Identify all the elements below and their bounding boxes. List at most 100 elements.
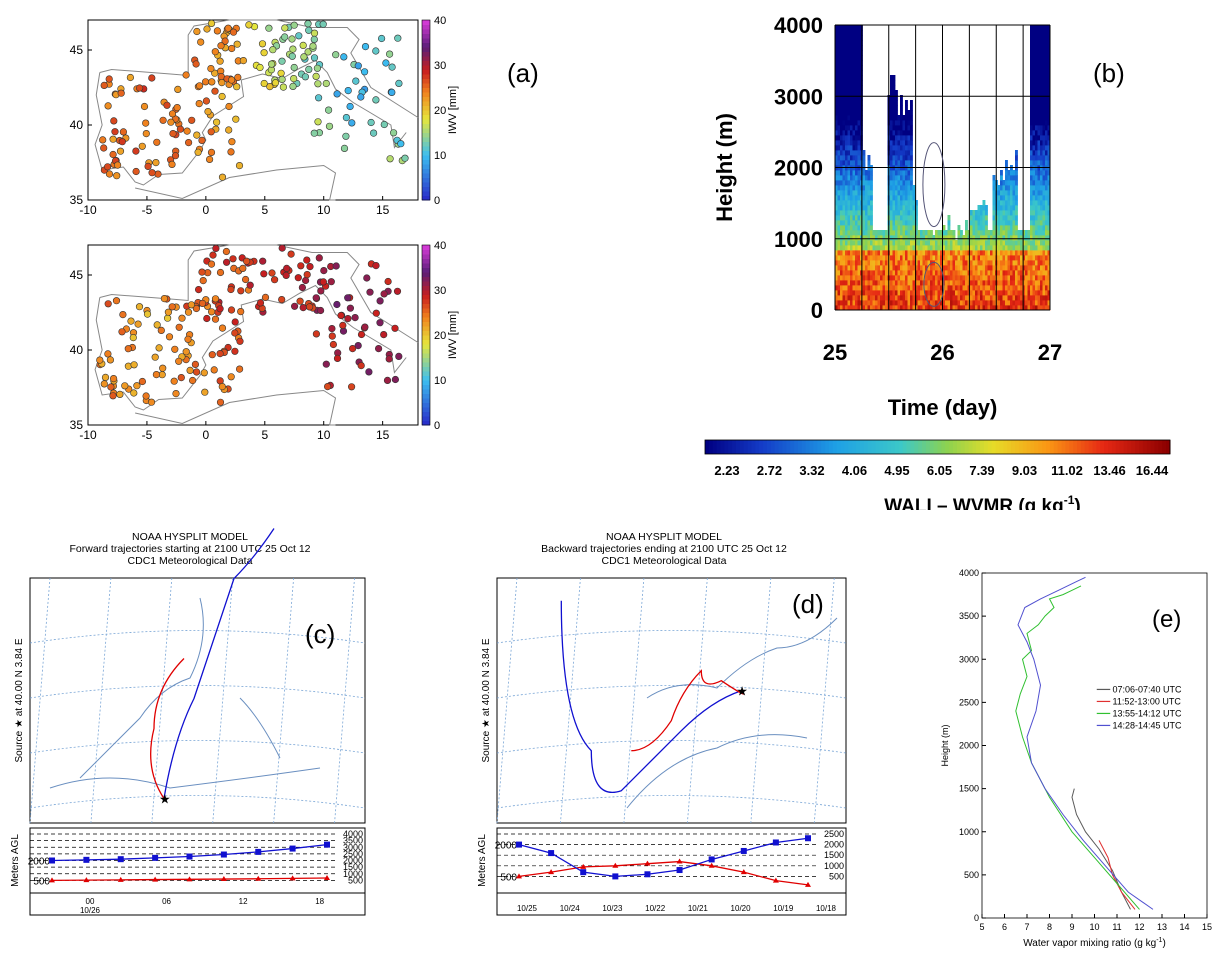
colorbar-cell [422, 150, 430, 156]
heatmap-cell [1025, 240, 1028, 246]
colorbar-cell [422, 78, 430, 84]
heatmap-cell [902, 135, 906, 141]
heatmap-cell [977, 235, 981, 241]
heatmap-cell [975, 270, 978, 276]
heatmap-cell [867, 155, 871, 161]
heatmap-cell [912, 275, 916, 281]
heatmap-cell [992, 210, 996, 216]
heatmap-cell [987, 275, 991, 281]
heatmap-cell [890, 115, 893, 121]
heatmap-cell [845, 80, 848, 86]
heatmap-cell [840, 225, 843, 231]
heatmap-cell [882, 230, 886, 236]
heatmap-cell [837, 80, 841, 86]
heatmap-cell [905, 285, 908, 291]
heatmap-cell [905, 245, 908, 251]
heatmap-cell [1010, 295, 1013, 301]
heatmap-cell [895, 205, 898, 211]
heatmap-cell [895, 265, 898, 271]
heatmap-cell [842, 105, 846, 111]
heatmap-cell [1012, 285, 1016, 291]
colorbar-cell [422, 290, 430, 295]
heatmap-cell [870, 280, 873, 286]
heatmap-cell [850, 40, 853, 46]
heatmap-cell [982, 280, 986, 286]
heatmap-cell [960, 260, 963, 266]
heatmap-cell [845, 140, 848, 146]
heatmap-cell [1047, 180, 1051, 186]
heatmap-cell [1035, 85, 1038, 91]
heatmap-cell [1040, 115, 1043, 121]
heatmap-cell [1042, 300, 1046, 306]
heatmap-cell [1017, 270, 1021, 276]
heatmap-cell [930, 235, 933, 241]
heatmap-cell [847, 90, 851, 96]
heatmap-cell [947, 225, 951, 231]
heatmap-cell [905, 230, 908, 236]
heatmap-cell [1030, 115, 1033, 121]
heatmap-cell [907, 160, 911, 166]
heatmap-cell [892, 245, 896, 251]
heatmap-cell [895, 190, 898, 196]
heatmap-cell [840, 90, 843, 96]
heatmap-cell [1022, 290, 1026, 296]
heatmap-cell [982, 270, 986, 276]
station-point [340, 144, 349, 152]
heatmap-cell [852, 260, 856, 266]
station-point [171, 152, 180, 160]
heatmap-cell [1040, 25, 1043, 31]
heatmap-cell [1005, 230, 1008, 236]
heatmap-cell [927, 290, 931, 296]
heatmap-cell [1005, 240, 1008, 246]
colorbar-tick-label: 2.23 [714, 463, 739, 478]
station-point [133, 382, 141, 390]
heatmap-cell [842, 100, 846, 106]
heatmap-cell [890, 110, 893, 116]
heatmap-cell [882, 235, 886, 241]
heatmap-cell [895, 295, 898, 301]
colorbar-cell [422, 110, 430, 115]
heatmap-cell [907, 260, 911, 266]
heatmap-cell [945, 260, 948, 266]
heatmap-cell [1047, 245, 1051, 251]
heatmap-cell [845, 130, 848, 136]
heatmap-cell [925, 275, 928, 281]
station-point [297, 262, 305, 270]
heatmap-cell [940, 245, 943, 251]
heatmap-cell [847, 275, 851, 281]
heatmap-cell [837, 30, 841, 36]
station-point [325, 106, 333, 114]
heatmap-cell [855, 85, 858, 91]
heatmap-cell [1045, 115, 1048, 121]
heatmap-cell [840, 115, 843, 121]
heatmap-cell [945, 230, 948, 236]
heatmap-cell [1030, 200, 1033, 206]
heatmap-cell [975, 295, 978, 301]
heatmap-cell [905, 210, 908, 216]
heatmap-cell [847, 285, 851, 291]
heatmap-cell [835, 145, 838, 151]
station-point [207, 260, 216, 268]
heatmap-cell [842, 80, 846, 86]
heatmap-cell [952, 285, 956, 291]
heatmap-cell [895, 285, 898, 291]
heatmap-cell [945, 235, 948, 241]
station-point [222, 247, 230, 256]
heatmap-cell [917, 280, 921, 286]
heatmap-cell [1037, 125, 1041, 131]
heatmap-cell [877, 235, 881, 241]
heatmap-cell [1040, 150, 1043, 156]
heatmap-cell [1037, 50, 1041, 56]
heatmap-cell [992, 270, 996, 276]
heatmap-cell [940, 240, 943, 246]
heatmap-cell [840, 265, 843, 271]
heatmap-cell [910, 230, 913, 236]
station-point [208, 308, 216, 316]
heatmap-cell [905, 155, 908, 161]
heatmap-cell [1035, 295, 1038, 301]
heatmap-cell [857, 260, 861, 266]
heatmap-cell [865, 200, 868, 206]
heatmap-cell [1037, 30, 1041, 36]
heatmap-cell [985, 225, 988, 231]
heatmap-cell [980, 270, 983, 276]
